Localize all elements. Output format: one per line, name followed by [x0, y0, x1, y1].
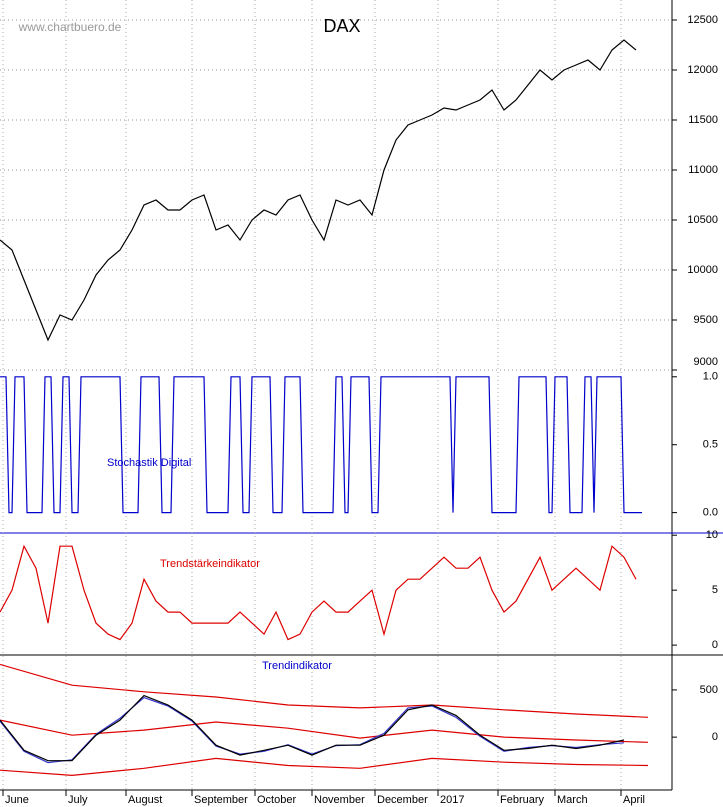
line — [0, 663, 649, 718]
y-tick-label: 12000 — [687, 64, 718, 76]
panel-label: Stochastik Digital — [107, 457, 191, 469]
x-tick-label: August — [128, 794, 162, 806]
x-tick-label: June — [5, 794, 29, 806]
y-tick-label: 12500 — [687, 14, 718, 26]
y-tick-label: 5 — [712, 584, 718, 596]
x-tick-label: March — [557, 794, 588, 806]
x-tick-label: April — [623, 794, 645, 806]
watermark: www.chartbuero.de — [18, 20, 122, 34]
line — [0, 719, 649, 743]
y-tick-label: 10500 — [687, 214, 718, 226]
line — [0, 39, 637, 342]
y-tick-label: 0.5 — [703, 439, 718, 451]
line — [0, 694, 625, 762]
y-tick-label: 500 — [700, 684, 718, 696]
panel-label: Trendstärkeindikator — [160, 558, 260, 570]
y-tick-label: 0 — [712, 731, 718, 743]
x-tick-label: October — [257, 794, 296, 806]
x-tick-label: July — [68, 794, 88, 806]
x-tick-label: November — [314, 794, 365, 806]
line — [0, 376, 642, 514]
x-tick-label: 2017 — [440, 794, 464, 806]
y-tick-label: 1.0 — [703, 371, 718, 383]
y-tick-label: 11000 — [688, 164, 718, 176]
y-tick-label: 0 — [712, 639, 718, 651]
y-tick-label: 11500 — [688, 114, 718, 126]
y-tick-label: 10 — [706, 529, 718, 541]
chart-title: DAX — [323, 16, 360, 36]
line — [0, 757, 649, 777]
line — [0, 544, 637, 641]
x-tick-label: February — [500, 794, 545, 806]
y-tick-label: 10000 — [687, 264, 718, 276]
y-tick-label: 9000 — [694, 356, 718, 368]
x-tick-label: December — [377, 794, 428, 806]
y-tick-label: 9500 — [694, 314, 718, 326]
panel-label: Trendindikator — [262, 660, 332, 672]
y-tick-label: 0.0 — [703, 507, 718, 519]
x-tick-label: September — [194, 794, 248, 806]
